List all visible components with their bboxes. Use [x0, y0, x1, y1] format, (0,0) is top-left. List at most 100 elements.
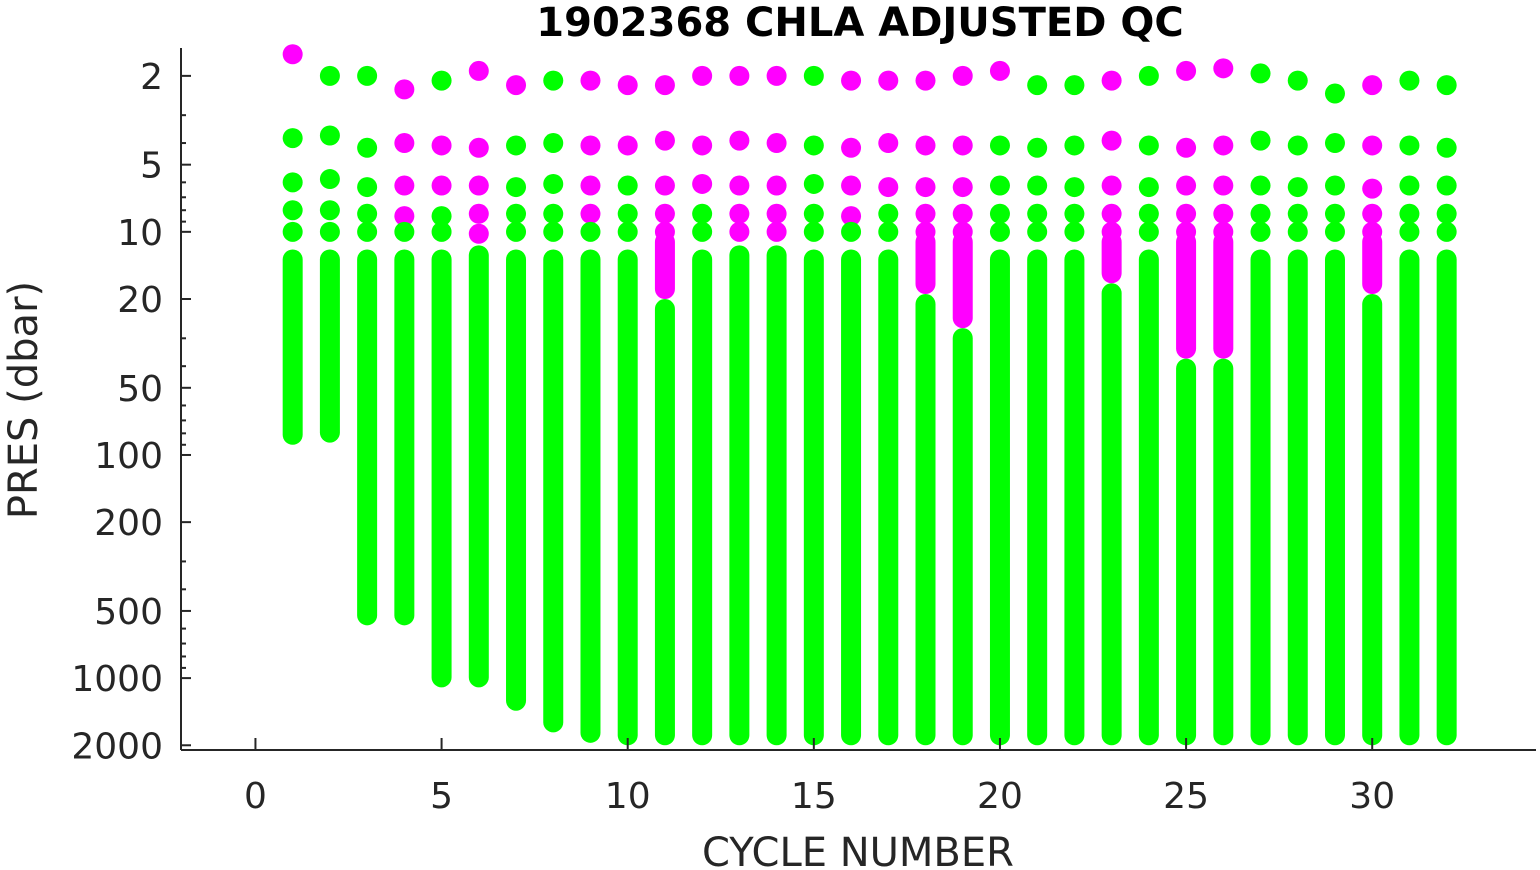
magenta-data-point: [952, 177, 973, 198]
x-tick-label: 5: [430, 776, 453, 817]
magenta-data-point: [617, 135, 638, 156]
green-profile-column: [729, 245, 750, 746]
green-data-point: [282, 172, 303, 193]
magenta-data-point: [506, 75, 527, 96]
green-data-point: [1287, 177, 1308, 198]
green-data-point: [617, 175, 638, 196]
green-data-point: [989, 221, 1010, 242]
green-data-point: [1324, 133, 1345, 154]
green-data-point: [1138, 203, 1159, 224]
profile-cycle-8: [543, 70, 564, 733]
green-profile-column: [952, 328, 973, 746]
green-profile-column: [319, 249, 340, 443]
green-data-point: [1027, 75, 1048, 96]
magenta-data-point: [952, 203, 973, 224]
magenta-data-point: [654, 175, 675, 196]
green-data-point: [319, 221, 340, 242]
magenta-data-point: [654, 130, 675, 151]
green-data-point: [319, 200, 340, 221]
magenta-profile-column: [1101, 231, 1122, 284]
green-data-point: [1138, 177, 1159, 198]
green-data-point: [1250, 175, 1271, 196]
magenta-data-point: [580, 70, 601, 91]
green-profile-column: [506, 249, 527, 711]
green-profile-column: [543, 249, 564, 733]
profile-cycle-3: [357, 65, 378, 626]
y-tick-label: 20: [117, 280, 163, 321]
green-data-point: [1027, 175, 1048, 196]
magenta-data-point: [766, 175, 787, 196]
magenta-data-point: [1213, 203, 1234, 224]
magenta-data-point: [1213, 175, 1234, 196]
x-ticks: 0 5 10 15 20 25 30: [244, 738, 1395, 817]
magenta-data-point: [468, 223, 489, 244]
green-data-point: [1287, 135, 1308, 156]
magenta-data-point: [766, 65, 787, 86]
magenta-data-point: [654, 221, 675, 242]
green-profile-column: [1176, 358, 1197, 746]
magenta-data-point: [915, 203, 936, 224]
y-tick-label: 5: [140, 146, 163, 187]
magenta-profile-column: [654, 231, 675, 300]
green-profile-column: [1362, 294, 1383, 746]
magenta-data-point: [915, 70, 936, 91]
green-profile-column: [1399, 249, 1420, 746]
green-profile-column: [803, 249, 824, 746]
green-data-point: [506, 203, 527, 224]
y-tick-label: 1000: [71, 659, 163, 700]
green-data-point: [543, 203, 564, 224]
green-profile-column: [1250, 249, 1271, 746]
green-data-point: [282, 221, 303, 242]
magenta-data-point: [1362, 135, 1383, 156]
green-data-point: [803, 65, 824, 86]
green-data-point: [1064, 221, 1085, 242]
green-data-point: [319, 125, 340, 146]
green-data-point: [1064, 75, 1085, 96]
green-data-point: [1138, 135, 1159, 156]
y-axis-label: PRES (dbar): [1, 281, 47, 519]
green-data-point: [543, 173, 564, 194]
magenta-profile-column: [1176, 231, 1197, 359]
green-data-point: [1064, 135, 1085, 156]
green-data-point: [431, 206, 452, 227]
profile-cycle-29: [1324, 83, 1345, 746]
magenta-data-point: [431, 175, 452, 196]
magenta-data-point: [468, 203, 489, 224]
magenta-data-point: [1213, 221, 1234, 242]
green-profile-column: [282, 249, 303, 445]
profile-cycle-17: [878, 70, 899, 746]
profile-cycle-19: [952, 65, 973, 746]
y-tick-label: 500: [94, 592, 163, 633]
green-data-point: [506, 135, 527, 156]
green-data-point: [1436, 75, 1457, 96]
magenta-data-point: [654, 75, 675, 96]
green-profile-column: [1138, 249, 1159, 746]
x-tick-label: 10: [605, 776, 651, 817]
magenta-data-point: [394, 133, 415, 154]
y-tick-label: 2000: [71, 726, 163, 767]
y-tick-label: 10: [117, 213, 163, 254]
magenta-data-point: [617, 75, 638, 96]
x-tick-label: 25: [1163, 776, 1209, 817]
profile-cycle-26: [1213, 58, 1234, 746]
profile-cycle-10: [617, 75, 638, 746]
magenta-data-point: [692, 173, 713, 194]
green-data-point: [1027, 203, 1048, 224]
x-tick-label: 0: [244, 776, 267, 817]
green-data-point: [878, 221, 899, 242]
green-profile-column: [1324, 249, 1345, 746]
magenta-data-point: [766, 221, 787, 242]
profile-cycle-28: [1287, 70, 1308, 746]
profile-cycle-6: [468, 60, 489, 688]
magenta-data-point: [394, 175, 415, 196]
magenta-data-point: [841, 137, 862, 158]
profile-cycle-5: [431, 70, 452, 688]
green-data-point: [357, 65, 378, 86]
green-profile-column: [1027, 249, 1048, 746]
green-data-point: [1138, 221, 1159, 242]
profile-cycle-21: [1027, 75, 1048, 746]
green-data-point: [1287, 203, 1308, 224]
magenta-data-point: [468, 175, 489, 196]
green-data-point: [989, 203, 1010, 224]
green-profile-column: [654, 299, 675, 746]
